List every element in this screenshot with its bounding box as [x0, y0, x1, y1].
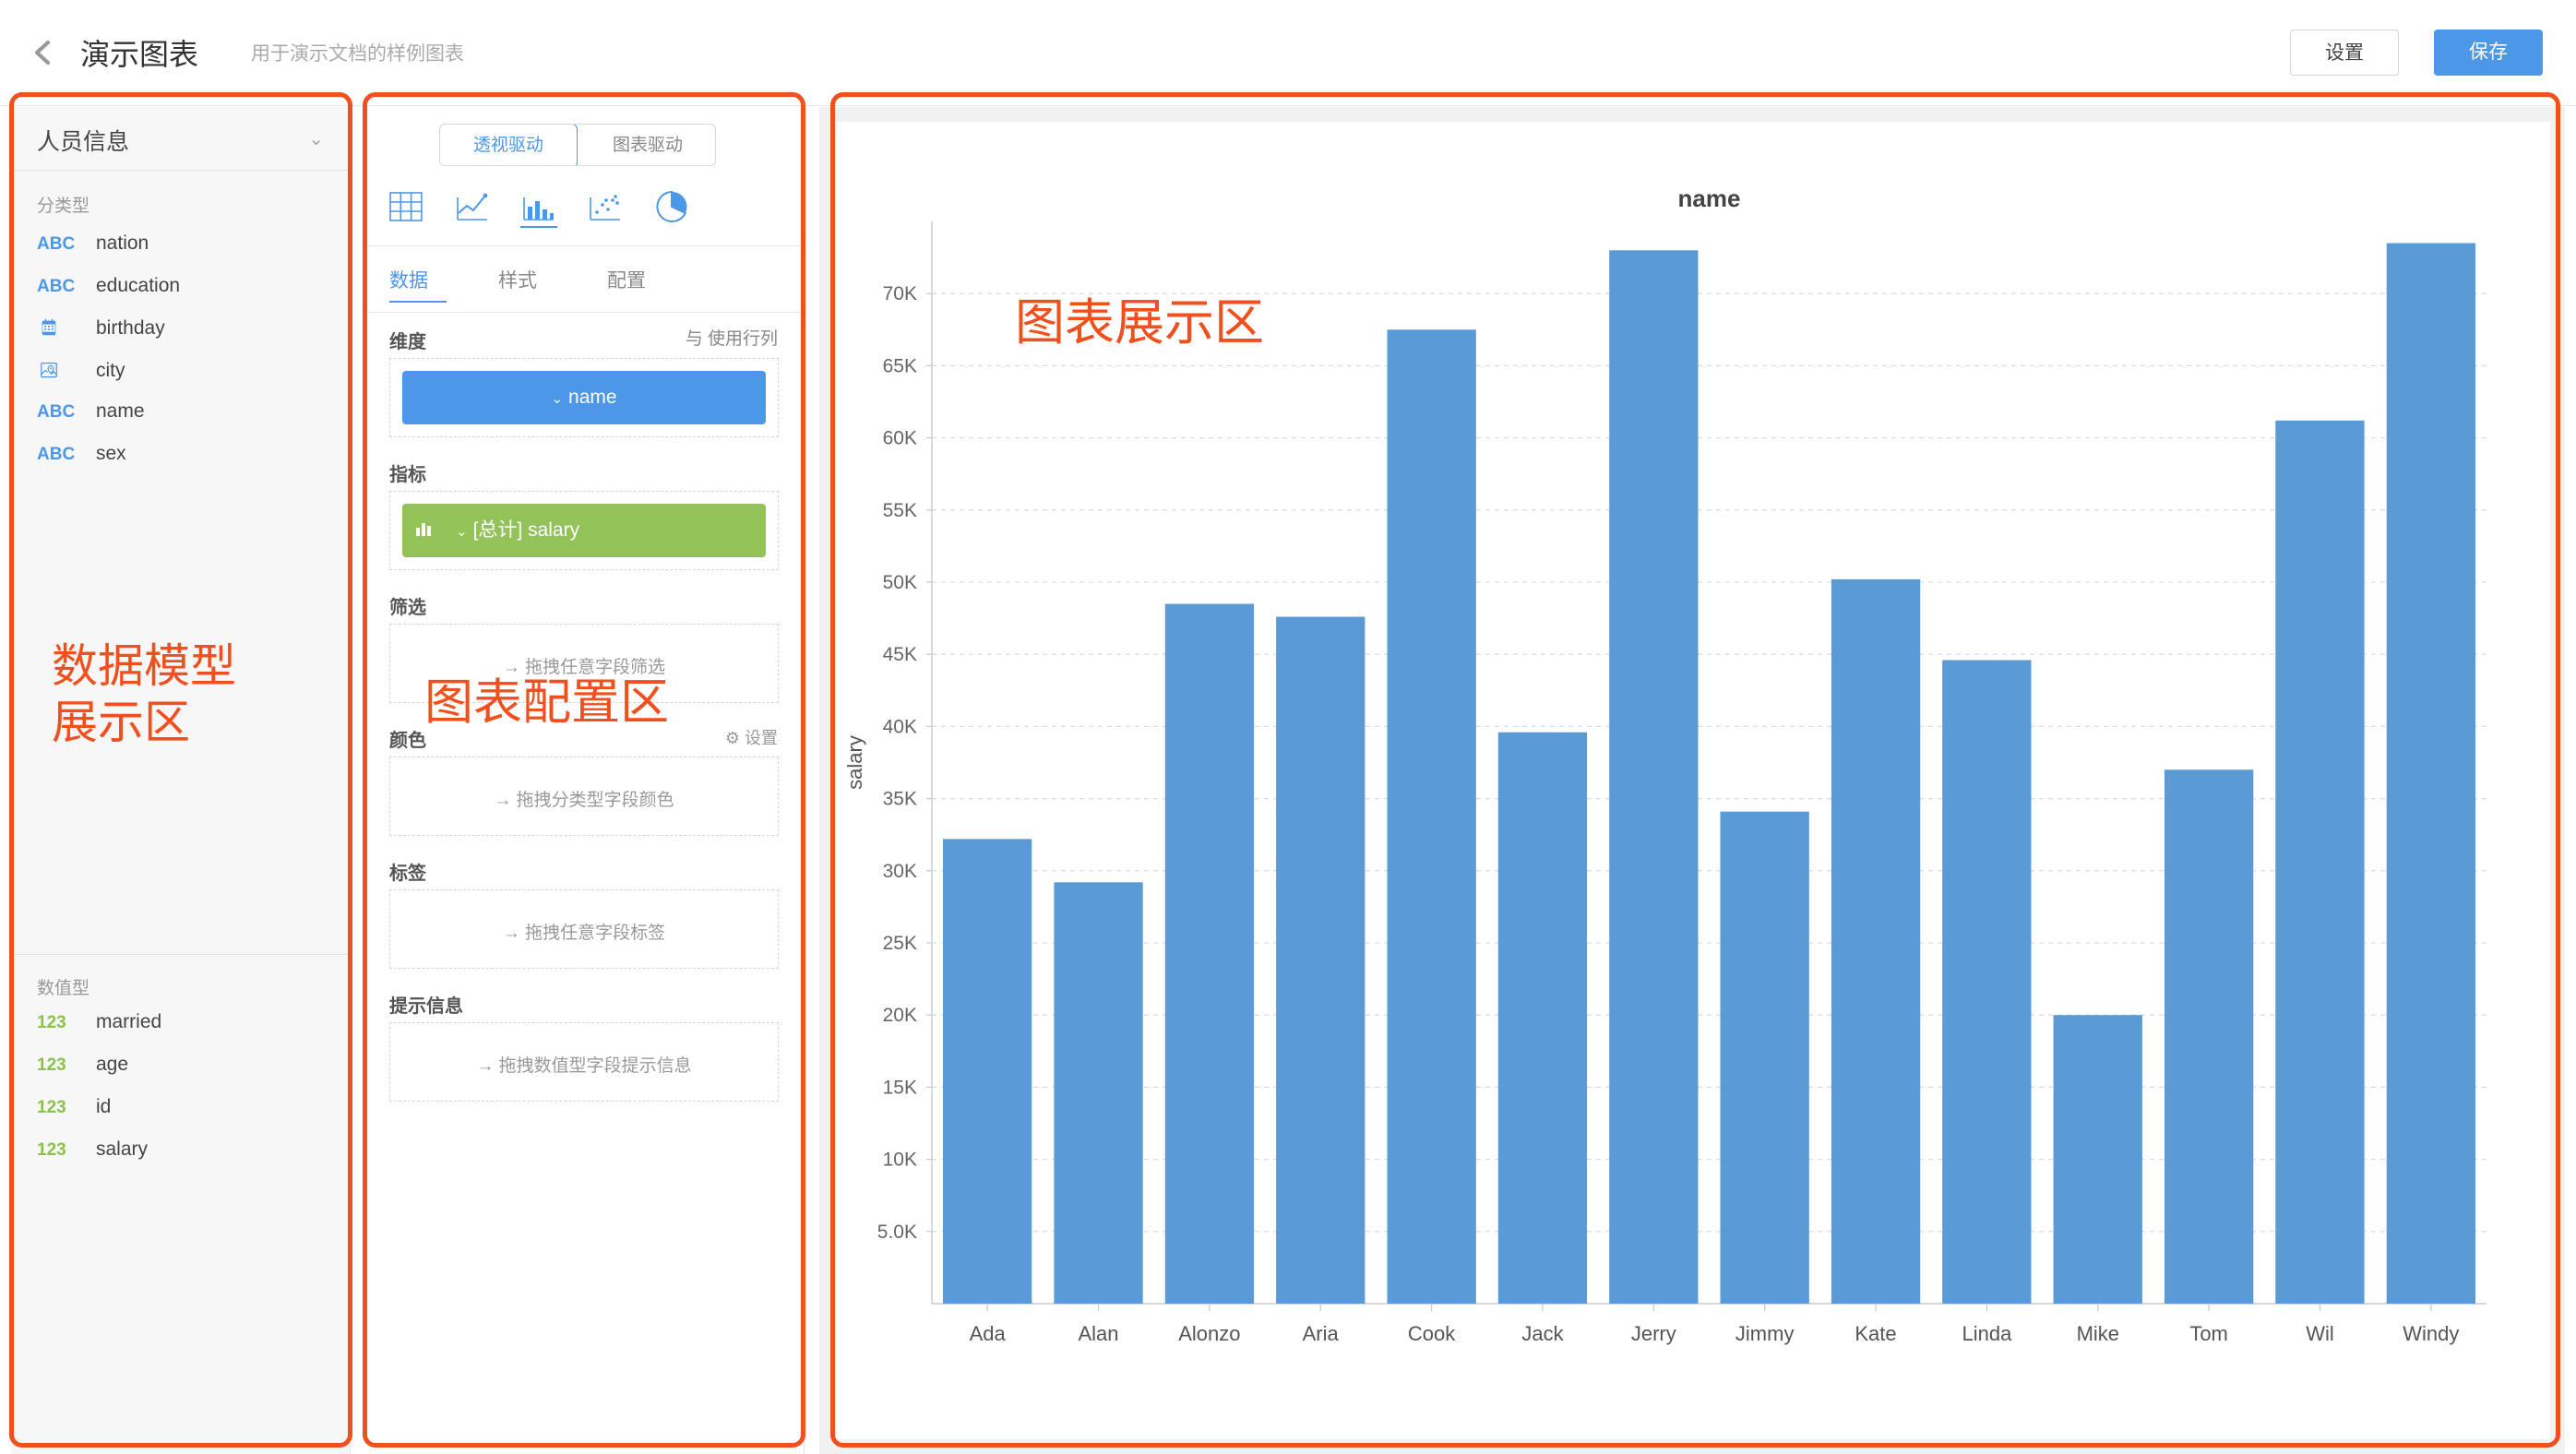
- svg-text:Jerry: Jerry: [1631, 1322, 1676, 1345]
- svg-text:Aria: Aria: [1303, 1322, 1340, 1345]
- svg-text:Wil: Wil: [2306, 1322, 2334, 1345]
- svg-text:25K: 25K: [883, 933, 917, 954]
- svg-text:40K: 40K: [883, 716, 917, 737]
- svg-text:45K: 45K: [883, 644, 917, 665]
- svg-text:35K: 35K: [883, 789, 917, 810]
- svg-text:15K: 15K: [883, 1077, 917, 1098]
- svg-text:Alan: Alan: [1078, 1322, 1118, 1345]
- svg-text:10K: 10K: [883, 1150, 917, 1171]
- svg-text:Tom: Tom: [2189, 1322, 2228, 1345]
- svg-text:Linda: Linda: [1962, 1322, 2012, 1345]
- svg-text:65K: 65K: [883, 355, 917, 376]
- svg-text:Ada: Ada: [970, 1322, 1007, 1345]
- svg-text:Kate: Kate: [1854, 1322, 1896, 1345]
- svg-text:Cook: Cook: [1408, 1322, 1456, 1345]
- svg-text:Alonzo: Alonzo: [1178, 1322, 1240, 1345]
- svg-text:30K: 30K: [883, 861, 917, 882]
- svg-text:60K: 60K: [883, 428, 917, 449]
- svg-text:70K: 70K: [883, 283, 917, 304]
- svg-text:20K: 20K: [883, 1005, 917, 1026]
- svg-text:5.0K: 5.0K: [877, 1222, 917, 1243]
- svg-text:55K: 55K: [883, 500, 917, 521]
- svg-text:Jimmy: Jimmy: [1735, 1322, 1795, 1345]
- svg-text:Jack: Jack: [1521, 1322, 1564, 1345]
- svg-text:50K: 50K: [883, 572, 917, 593]
- svg-text:Mike: Mike: [2077, 1322, 2119, 1345]
- svg-text:Windy: Windy: [2403, 1322, 2459, 1345]
- svg-text:salary: salary: [843, 735, 866, 790]
